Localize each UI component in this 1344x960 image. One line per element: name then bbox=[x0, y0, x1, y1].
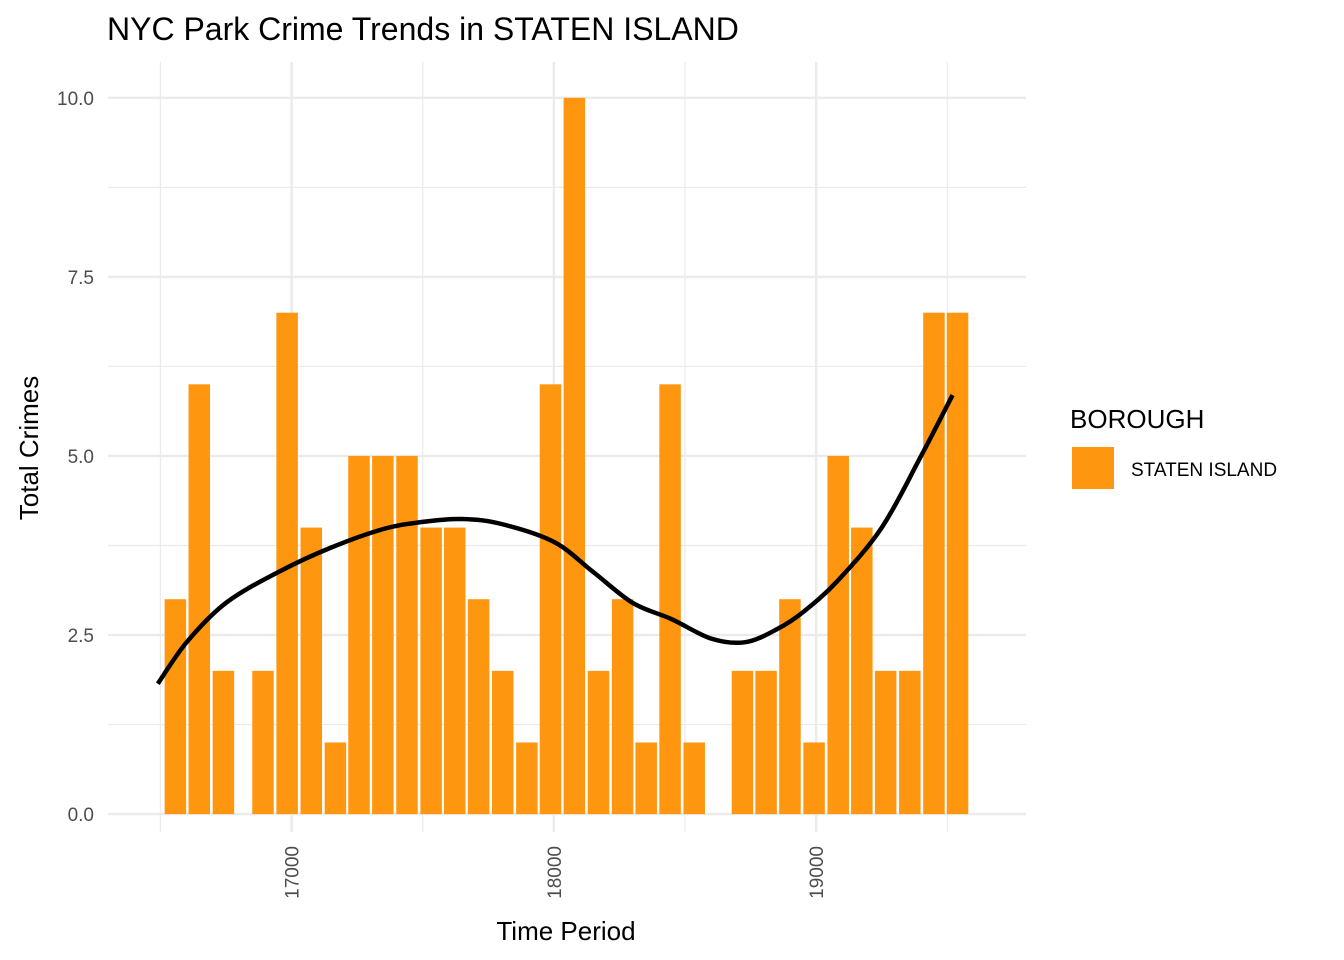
bar bbox=[731, 670, 754, 815]
bar bbox=[899, 670, 921, 815]
bar bbox=[396, 455, 418, 815]
bar bbox=[443, 527, 466, 815]
bar bbox=[348, 455, 370, 815]
bar bbox=[755, 670, 777, 815]
bar bbox=[212, 670, 235, 815]
bar bbox=[372, 455, 394, 815]
bar bbox=[188, 384, 211, 815]
bar bbox=[587, 670, 610, 815]
bar bbox=[324, 742, 347, 815]
y-axis-title: Total Crimes bbox=[14, 376, 44, 520]
bar bbox=[827, 455, 849, 815]
bar bbox=[276, 312, 298, 815]
y-tick-label: 10.0 bbox=[57, 89, 94, 110]
bar bbox=[516, 742, 538, 815]
y-tick-label: 7.5 bbox=[68, 268, 94, 289]
x-tick-label: 18000 bbox=[545, 846, 566, 899]
trend-layer bbox=[155, 394, 955, 686]
bar bbox=[420, 527, 442, 815]
bars-layer bbox=[164, 97, 969, 815]
bar bbox=[563, 97, 586, 815]
bar bbox=[803, 742, 825, 815]
bar bbox=[467, 599, 490, 815]
bar bbox=[923, 312, 945, 815]
bar bbox=[946, 312, 969, 815]
legend-title: BOROUGH bbox=[1070, 404, 1204, 434]
bar bbox=[164, 599, 187, 815]
y-tick-label: 2.5 bbox=[68, 626, 94, 647]
bar bbox=[683, 742, 705, 815]
bar bbox=[874, 670, 897, 815]
x-axis-title: Time Period bbox=[496, 916, 635, 946]
y-tick-label: 5.0 bbox=[68, 447, 94, 468]
bar bbox=[659, 384, 681, 815]
bar bbox=[539, 384, 562, 815]
bar bbox=[300, 527, 323, 815]
y-tick-label: 0.0 bbox=[68, 805, 94, 826]
bar bbox=[635, 742, 657, 815]
trend-line bbox=[155, 394, 955, 686]
bar bbox=[851, 527, 873, 815]
x-tick-label: 19000 bbox=[807, 846, 828, 899]
bar bbox=[779, 599, 801, 815]
bar bbox=[611, 599, 634, 815]
chart-title: NYC Park Crime Trends in STATEN ISLAND bbox=[107, 11, 739, 47]
legend-key bbox=[1072, 447, 1114, 489]
x-tick-label: 17000 bbox=[283, 846, 304, 899]
ticks-layer: 0.0 2.5 5.0 7.5 10.0 17000 18000 19000 bbox=[57, 89, 828, 899]
bar bbox=[252, 670, 274, 815]
legend-label: STATEN ISLAND bbox=[1131, 460, 1277, 481]
bar bbox=[491, 670, 514, 815]
legend: BOROUGH STATEN ISLAND bbox=[1070, 404, 1277, 489]
